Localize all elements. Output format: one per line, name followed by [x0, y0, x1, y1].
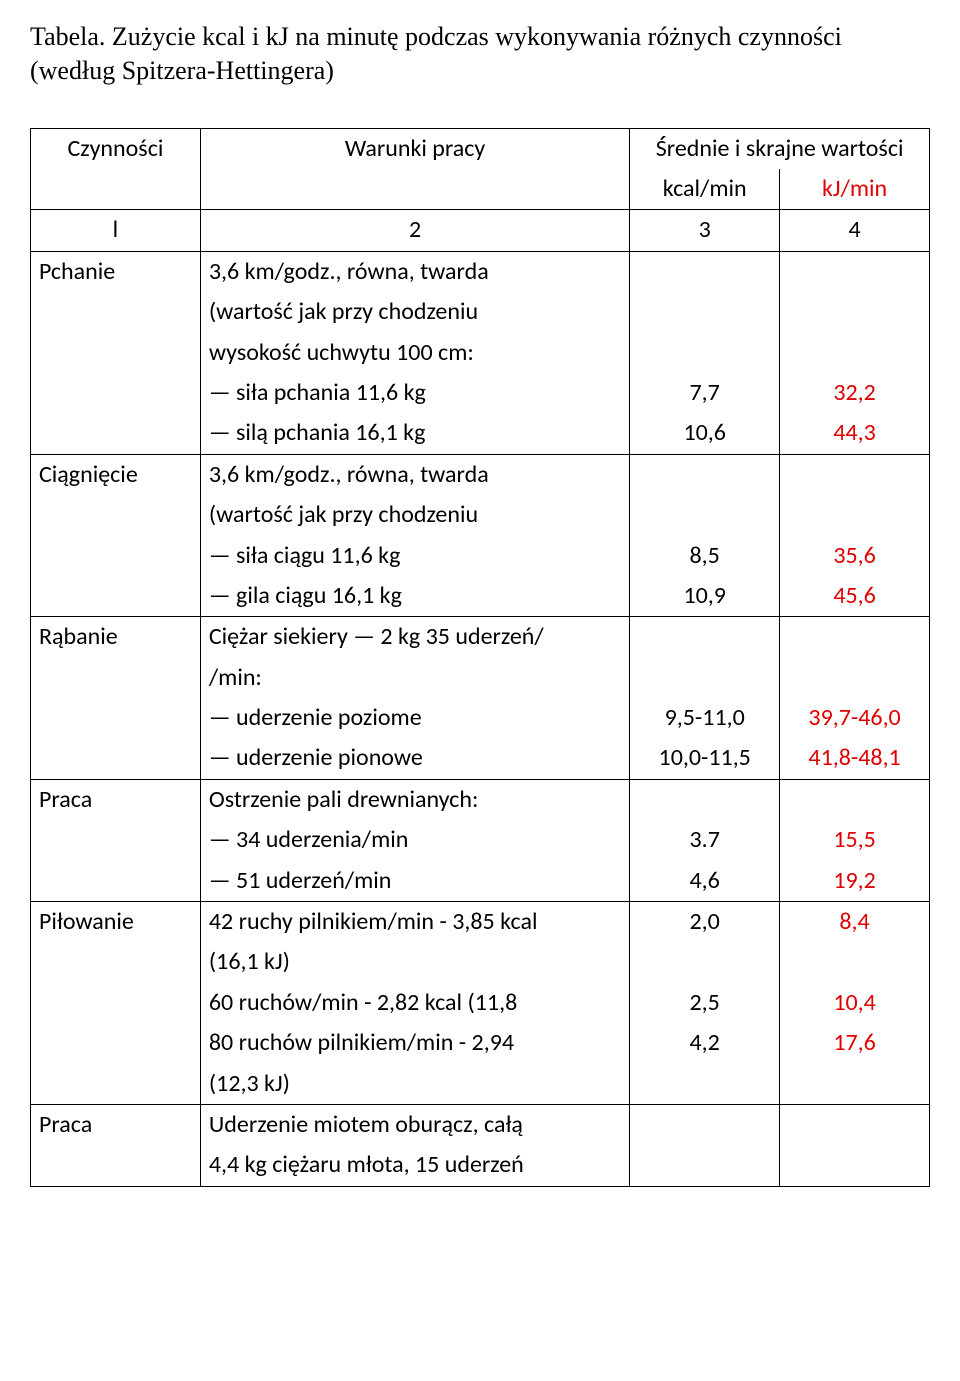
kcal-value: 9,5-11,0 — [630, 698, 779, 738]
colnum-1: l — [31, 210, 200, 250]
header-kcal: kcal/min — [630, 169, 779, 209]
kj-value: 8,4 — [780, 902, 929, 942]
table-row: PracaOstrzenie pali drewnianych: — [31, 779, 930, 820]
kcal-value — [630, 1064, 779, 1072]
conditions-text: (12,3 kJ) — [201, 1064, 629, 1104]
colnum-4: 4 — [780, 210, 929, 250]
kcal-value — [630, 495, 779, 503]
kcal-value — [630, 942, 779, 950]
activity-label: Praca — [31, 780, 200, 820]
kcal-value — [630, 1105, 779, 1113]
table-row: RąbanieCiężar siekiery — 2 kg 35 uderzeń… — [31, 617, 930, 658]
kj-value: 44,3 — [780, 413, 929, 453]
kj-value: 35,6 — [780, 536, 929, 576]
kj-value — [780, 617, 929, 625]
conditions-text: Uderzenie miotem oburącz, całą — [201, 1105, 629, 1145]
table-row: Ciągnięcie3,6 km/godz., równa, twarda — [31, 454, 930, 495]
conditions-text: — 34 uderzenia/min — [201, 820, 629, 860]
conditions-text: — 51 uderzeń/min — [201, 861, 629, 901]
activity-label: Rąbanie — [31, 617, 200, 657]
kcal-value — [630, 780, 779, 788]
table-row: PracaUderzenie miotem oburącz, całą — [31, 1104, 930, 1145]
kcal-value: 3.7 — [630, 820, 779, 860]
conditions-text: Ostrzenie pali drewnianych: — [201, 780, 629, 820]
conditions-text: — siła pchania 11,6 kg — [201, 373, 629, 413]
colnum-2: 2 — [201, 210, 629, 250]
kj-value — [780, 942, 929, 950]
table-title: Tabela. Zużycie kcal i kJ na minutę podc… — [30, 20, 930, 88]
conditions-text: 4,4 kg ciężaru młota, 15 uderzeń — [201, 1145, 629, 1185]
column-number-row: l 2 3 4 — [31, 210, 930, 251]
kcal-value: 8,5 — [630, 536, 779, 576]
conditions-text: Ciężar siekiery — 2 kg 35 uderzeń/ — [201, 617, 629, 657]
conditions-text: (wartość jak przy chodzeniu — [201, 495, 629, 535]
conditions-text: wysokość uchwytu 100 cm: — [201, 333, 629, 373]
kcal-value — [630, 617, 779, 625]
kj-value — [780, 495, 929, 503]
header-super: Średnie i skrajne wartości — [630, 129, 929, 169]
kcal-value — [630, 455, 779, 463]
conditions-text: — gila ciągu 16,1 kg — [201, 576, 629, 616]
activity-label: Piłowanie — [31, 902, 200, 942]
conditions-text: (wartość jak przy chodzeniu — [201, 292, 629, 332]
kcal-value — [630, 292, 779, 300]
conditions-text: 60 ruchów/min - 2,82 kcal (11,8 — [201, 983, 629, 1023]
kcal-value — [630, 252, 779, 260]
activity-label: Ciągnięcie — [31, 455, 200, 495]
kj-value: 19,2 — [780, 861, 929, 901]
energy-table: Czynności Warunki pracy Średnie i skrajn… — [30, 128, 930, 1187]
header-conditions: Warunki pracy — [201, 129, 629, 169]
kj-value: 15,5 — [780, 820, 929, 860]
conditions-text: /min: — [201, 658, 629, 698]
colnum-3: 3 — [630, 210, 779, 250]
kj-value — [780, 455, 929, 463]
kj-value: 45,6 — [780, 576, 929, 616]
kcal-value: 4,6 — [630, 861, 779, 901]
activity-label: Praca — [31, 1105, 200, 1145]
kj-value — [780, 1145, 929, 1153]
conditions-text: 3,6 km/godz., równa, twarda — [201, 455, 629, 495]
kj-value — [780, 292, 929, 300]
conditions-text: — silą pchania 16,1 kg — [201, 413, 629, 453]
kcal-value: 4,2 — [630, 1023, 779, 1063]
kj-value — [780, 780, 929, 788]
activity-label: Pchanie — [31, 252, 200, 292]
table-row: Pchanie3,6 km/godz., równa, twarda — [31, 251, 930, 292]
kj-value — [780, 1105, 929, 1113]
conditions-text: 3,6 km/godz., równa, twarda — [201, 252, 629, 292]
kj-value — [780, 658, 929, 666]
kj-value: 41,8-48,1 — [780, 738, 929, 778]
kcal-value: 10,9 — [630, 576, 779, 616]
kj-value — [780, 1064, 929, 1072]
kj-value — [780, 333, 929, 341]
kj-value: 10,4 — [780, 983, 929, 1023]
kcal-value: 2,0 — [630, 902, 779, 942]
conditions-text: — uderzenie poziome — [201, 698, 629, 738]
kcal-value — [630, 333, 779, 341]
header-kj: kJ/min — [780, 169, 929, 209]
kcal-value: 7,7 — [630, 373, 779, 413]
conditions-text: 80 ruchów pilnikiem/min - 2,94 — [201, 1023, 629, 1063]
kcal-value — [630, 658, 779, 666]
conditions-text: 42 ruchy pilnikiem/min - 3,85 kcal — [201, 902, 629, 942]
conditions-text: — uderzenie pionowe — [201, 738, 629, 778]
header-activity: Czynności — [31, 129, 200, 169]
kj-value — [780, 252, 929, 260]
kcal-value: 10,6 — [630, 413, 779, 453]
conditions-text: (16,1 kJ) — [201, 942, 629, 982]
kj-value: 17,6 — [780, 1023, 929, 1063]
table-row: Piłowanie42 ruchy pilnikiem/min - 3,85 k… — [31, 902, 930, 943]
kj-value: 32,2 — [780, 373, 929, 413]
conditions-text: — siła ciągu 11,6 kg — [201, 536, 629, 576]
kcal-value: 2,5 — [630, 983, 779, 1023]
header-row-super: Czynności Warunki pracy Średnie i skrajn… — [31, 128, 930, 169]
kcal-value — [630, 1145, 779, 1153]
kj-value: 39,7-46,0 — [780, 698, 929, 738]
kcal-value: 10,0-11,5 — [630, 738, 779, 778]
